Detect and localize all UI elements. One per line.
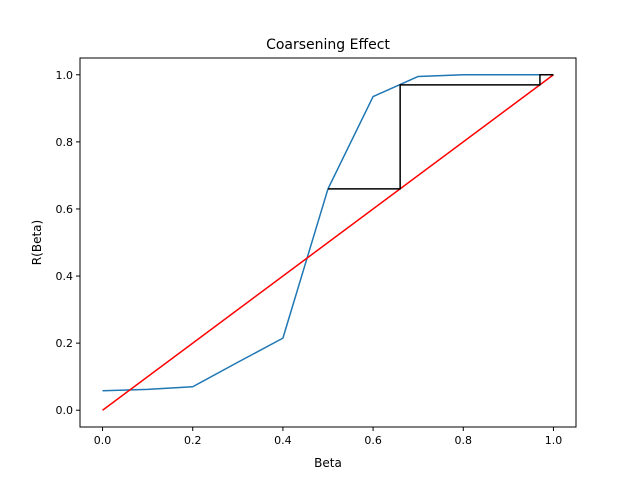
x-axis-label: Beta [314, 456, 342, 470]
y-tick-label: 0.2 [56, 337, 74, 350]
x-tick-label: 0.6 [364, 434, 382, 447]
y-tick-label: 0.0 [56, 404, 74, 417]
plot-area [102, 74, 554, 411]
y-tick-label: 0.6 [56, 203, 74, 216]
series-line-1 [102, 74, 554, 411]
chart-title: Coarsening Effect [266, 37, 390, 53]
x-tick-label: 0.2 [184, 434, 202, 447]
y-tick-label: 0.8 [56, 136, 74, 149]
x-tick-label: 1.0 [545, 434, 563, 447]
y-tick-label: 0.4 [56, 270, 74, 283]
y-axis-label: R(Beta) [30, 220, 44, 265]
plot-frame [79, 57, 577, 428]
y-tick-label: 1.0 [56, 69, 74, 82]
x-tick-label: 0.4 [274, 434, 292, 447]
series-line-2 [328, 74, 554, 190]
x-tick-label: 0.8 [455, 434, 473, 447]
x-tick-label: 0.0 [94, 434, 112, 447]
axis-ticks: 0.0 0.2 0.4 0.6 0.8 1.0 0.0 0.2 0.4 0.6 0.8 1.0 [56, 69, 563, 447]
